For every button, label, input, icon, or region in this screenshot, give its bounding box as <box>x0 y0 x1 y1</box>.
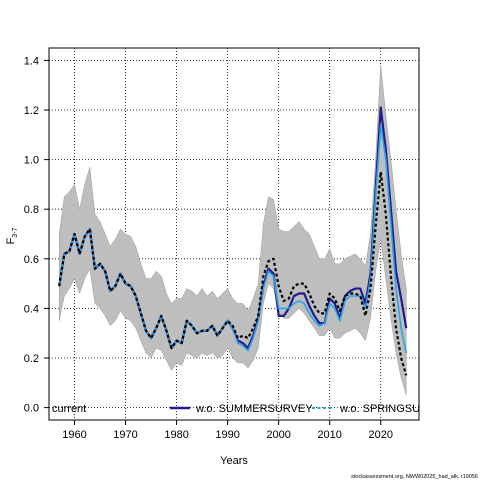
series-line-current <box>58 170 408 376</box>
y-tick-label: 0.2 <box>24 353 39 365</box>
x-axis-title: Years <box>220 455 248 467</box>
confidence-band <box>58 65 407 396</box>
x-tick-label: 1980 <box>164 429 188 441</box>
y-tick-label: 0.0 <box>24 403 39 415</box>
y-tick-label: 0.4 <box>24 303 39 315</box>
y-axis-title: F3-7 <box>5 227 19 244</box>
y-axis-title-subscript: 3-7 <box>12 227 19 237</box>
y-tick-label: 1.0 <box>24 155 39 167</box>
x-tick-label: 1970 <box>113 429 137 441</box>
axis-layer: 1960 1970 1980 1990 2000 2010 2020 0.0 0.2 0.4 0.6… <box>24 47 420 441</box>
plot-border <box>48 47 420 421</box>
legend-label-w-o-springsurvey: w.o. SPRINGSURVEY <box>339 403 450 415</box>
y-tick-label: 0.6 <box>24 254 39 266</box>
y-axis-title-main: F <box>5 237 17 244</box>
x-tick-label: 2000 <box>266 429 290 441</box>
y-tick-label: 0.8 <box>24 204 39 216</box>
y-tick-label: 1.4 <box>24 55 39 67</box>
legend: current w.o. SUMMERSURVEY w.o. SPRINGSURVE… <box>52 403 450 415</box>
x-tick-label: 2020 <box>368 429 392 441</box>
y-tick-label: 1.2 <box>24 105 39 117</box>
x-tick-label: 1990 <box>215 429 239 441</box>
legend-label-w-o-summersurvey: w.o. SUMMERSURVEY <box>195 403 313 415</box>
legend-items: current w.o. SUMMERSURVEY w.o. SPRINGSURVE… <box>52 403 450 415</box>
x-tick-label: 1960 <box>62 429 86 441</box>
x-tick-label: 2010 <box>317 429 341 441</box>
legend-label-current: current <box>52 403 86 415</box>
series-layer <box>58 106 408 376</box>
source-credit: stockassessment.org, NWW02025_had_alk, r… <box>351 474 478 480</box>
confidence-band-layer <box>58 65 407 396</box>
